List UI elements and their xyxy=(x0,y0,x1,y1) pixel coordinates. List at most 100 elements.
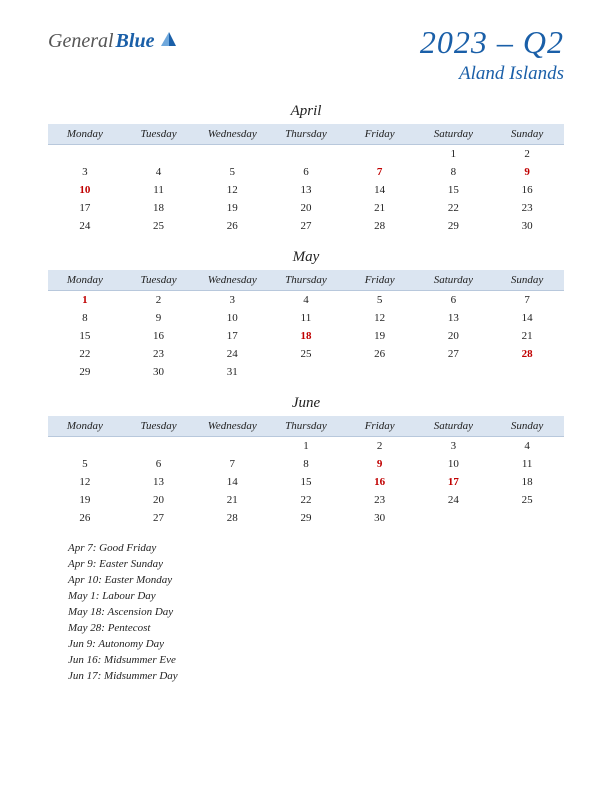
calendar-cell xyxy=(195,437,269,456)
calendar-cell: 28 xyxy=(490,345,564,363)
calendar-cell: 15 xyxy=(269,473,343,491)
calendar-row: 15161718192021 xyxy=(48,327,564,345)
calendar-cell: 6 xyxy=(122,455,196,473)
logo-triangle-icon xyxy=(159,30,177,53)
weekday-header: Sunday xyxy=(490,124,564,145)
calendar-cell: 19 xyxy=(48,491,122,509)
calendar-cell: 22 xyxy=(417,199,491,217)
holiday-item: May 28: Pentecost xyxy=(68,621,564,637)
calendar-cell: 26 xyxy=(343,345,417,363)
calendar-cell: 5 xyxy=(343,291,417,310)
weekday-header: Tuesday xyxy=(122,124,196,145)
calendar-cell: 6 xyxy=(269,163,343,181)
calendar-cell xyxy=(490,363,564,381)
holiday-item: Apr 9: Easter Sunday xyxy=(68,557,564,573)
calendar-cell: 16 xyxy=(343,473,417,491)
calendar-cell: 8 xyxy=(269,455,343,473)
calendar-row: 293031 xyxy=(48,363,564,381)
calendar-cell: 24 xyxy=(48,217,122,235)
weekday-header: Thursday xyxy=(269,416,343,437)
holiday-item: Jun 9: Autonomy Day xyxy=(68,637,564,653)
weekday-header: Thursday xyxy=(269,270,343,291)
calendar-cell: 7 xyxy=(195,455,269,473)
calendar-cell: 4 xyxy=(122,163,196,181)
weekday-header: Sunday xyxy=(490,270,564,291)
calendar-row: 10111213141516 xyxy=(48,181,564,199)
month-name: June xyxy=(48,395,564,412)
calendar-cell: 17 xyxy=(417,473,491,491)
calendar-cell: 27 xyxy=(269,217,343,235)
calendar-row: 1234567 xyxy=(48,291,564,310)
calendar-cell: 30 xyxy=(122,363,196,381)
weekday-header: Monday xyxy=(48,124,122,145)
calendar-cell xyxy=(417,363,491,381)
calendar-cell xyxy=(343,363,417,381)
calendar-cell: 10 xyxy=(195,309,269,327)
calendar-cell: 26 xyxy=(48,509,122,527)
calendar-cell: 9 xyxy=(122,309,196,327)
month-block: June MondayTuesdayWednesdayThursdayFriday… xyxy=(48,395,564,527)
calendar-cell: 4 xyxy=(490,437,564,456)
calendar-cell: 2 xyxy=(490,145,564,164)
calendar-cell: 21 xyxy=(195,491,269,509)
calendar-row: 12 xyxy=(48,145,564,164)
calendar-cell: 21 xyxy=(343,199,417,217)
calendar-cell: 14 xyxy=(343,181,417,199)
calendar-cell: 13 xyxy=(122,473,196,491)
weekday-header: Saturday xyxy=(417,124,491,145)
calendar-cell xyxy=(122,145,196,164)
calendar-cell: 2 xyxy=(122,291,196,310)
calendar-cell: 3 xyxy=(195,291,269,310)
weekday-header: Saturday xyxy=(417,416,491,437)
weekday-header: Friday xyxy=(343,416,417,437)
weekday-header: Tuesday xyxy=(122,270,196,291)
calendar-cell: 21 xyxy=(490,327,564,345)
calendar-cell xyxy=(48,437,122,456)
calendar-cell: 19 xyxy=(343,327,417,345)
calendar-cell: 28 xyxy=(343,217,417,235)
calendar-cell: 25 xyxy=(490,491,564,509)
calendar-row: 3456789 xyxy=(48,163,564,181)
calendar-cell xyxy=(343,145,417,164)
calendar-row: 891011121314 xyxy=(48,309,564,327)
title-block: 2023 – Q2 Aland Islands xyxy=(420,24,564,85)
calendar-cell: 20 xyxy=(269,199,343,217)
calendar-container: AprilMondayTuesdayWednesdayThursdayFrida… xyxy=(48,103,564,527)
calendar-cell: 13 xyxy=(417,309,491,327)
holiday-list: Apr 7: Good FridayApr 9: Easter SundayAp… xyxy=(48,541,564,684)
calendar-cell: 29 xyxy=(48,363,122,381)
page-subtitle: Aland Islands xyxy=(420,63,564,85)
calendar-cell: 12 xyxy=(195,181,269,199)
calendar-cell: 17 xyxy=(48,199,122,217)
calendar-cell: 23 xyxy=(122,345,196,363)
header: General Blue 2023 – Q2 Aland Islands xyxy=(48,24,564,85)
month-name: May xyxy=(48,249,564,266)
weekday-header: Friday xyxy=(343,124,417,145)
holiday-item: May 18: Ascension Day xyxy=(68,605,564,621)
calendar-cell: 30 xyxy=(490,217,564,235)
month-block: AprilMondayTuesdayWednesdayThursdayFrida… xyxy=(48,103,564,235)
calendar-table: MondayTuesdayWednesdayThursdayFridaySatu… xyxy=(48,416,564,527)
calendar-cell: 31 xyxy=(195,363,269,381)
calendar-cell: 1 xyxy=(48,291,122,310)
logo-text-general: General xyxy=(48,30,114,53)
calendar-row: 22232425262728 xyxy=(48,345,564,363)
page-title: 2023 – Q2 xyxy=(420,24,564,61)
month-block: MayMondayTuesdayWednesdayThursdayFridayS… xyxy=(48,249,564,381)
calendar-cell: 10 xyxy=(417,455,491,473)
calendar-cell: 27 xyxy=(122,509,196,527)
calendar-cell: 25 xyxy=(269,345,343,363)
calendar-cell: 2 xyxy=(343,437,417,456)
calendar-cell: 1 xyxy=(269,437,343,456)
holiday-item: Apr 7: Good Friday xyxy=(68,541,564,557)
calendar-cell: 30 xyxy=(343,509,417,527)
calendar-cell: 6 xyxy=(417,291,491,310)
holiday-item: Jun 17: Midsummer Day xyxy=(68,669,564,685)
calendar-cell: 11 xyxy=(122,181,196,199)
calendar-row: 2627282930 xyxy=(48,509,564,527)
calendar-cell: 9 xyxy=(490,163,564,181)
calendar-cell: 8 xyxy=(48,309,122,327)
weekday-header: Thursday xyxy=(269,124,343,145)
calendar-cell: 18 xyxy=(269,327,343,345)
calendar-row: 19202122232425 xyxy=(48,491,564,509)
